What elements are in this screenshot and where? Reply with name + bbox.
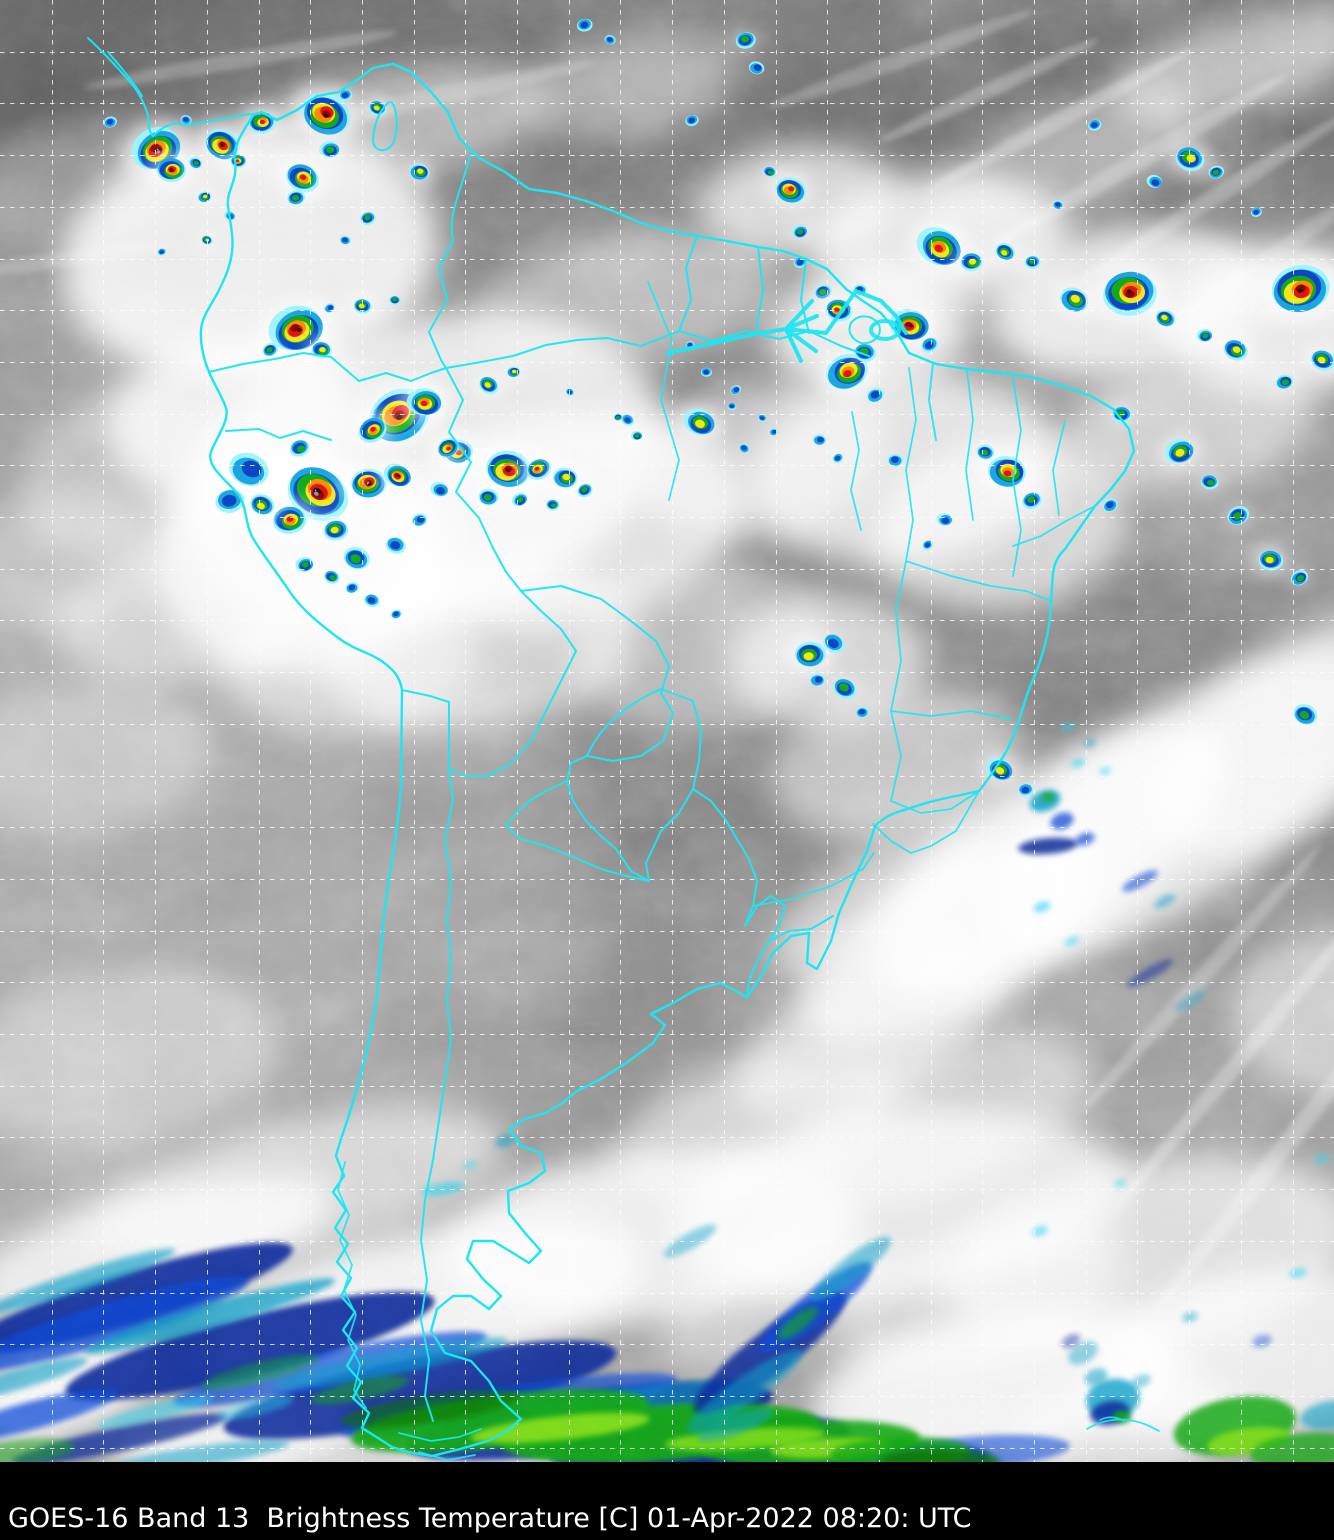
satellite-image	[0, 0, 1334, 1462]
chile-fjord-channels	[337, 1161, 367, 1409]
amazon-estuary	[869, 319, 901, 341]
map-border-layer	[87, 37, 1160, 1461]
caption-bar: GOES-16 Band 13 Brightness Temperature […	[0, 1462, 1334, 1540]
strait-of-magellan	[398, 1428, 482, 1461]
amazon-river	[666, 289, 908, 363]
brazil-state-borders	[647, 281, 1096, 907]
lake-maracaibo	[372, 101, 398, 152]
falkland-islands	[1086, 1416, 1160, 1432]
tocantins-river	[927, 362, 937, 441]
marajo-island	[848, 315, 881, 345]
latlon-grid-layer	[0, 0, 1334, 1462]
south-america-coastline	[199, 62, 1136, 1458]
panama-coast	[87, 37, 253, 137]
country-borders	[208, 154, 870, 1422]
caption-text: GOES-16 Band 13 Brightness Temperature […	[8, 1503, 972, 1535]
